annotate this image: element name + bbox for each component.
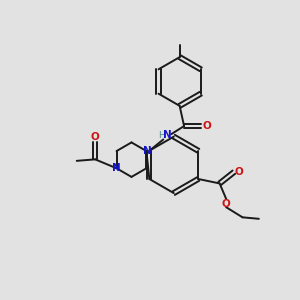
Text: N: N [163,130,172,140]
Text: N: N [142,146,152,156]
Text: N: N [112,163,120,173]
Text: O: O [221,199,230,209]
Text: H: H [158,131,165,140]
Text: O: O [235,167,244,177]
Text: O: O [202,121,211,131]
Text: O: O [91,132,100,142]
